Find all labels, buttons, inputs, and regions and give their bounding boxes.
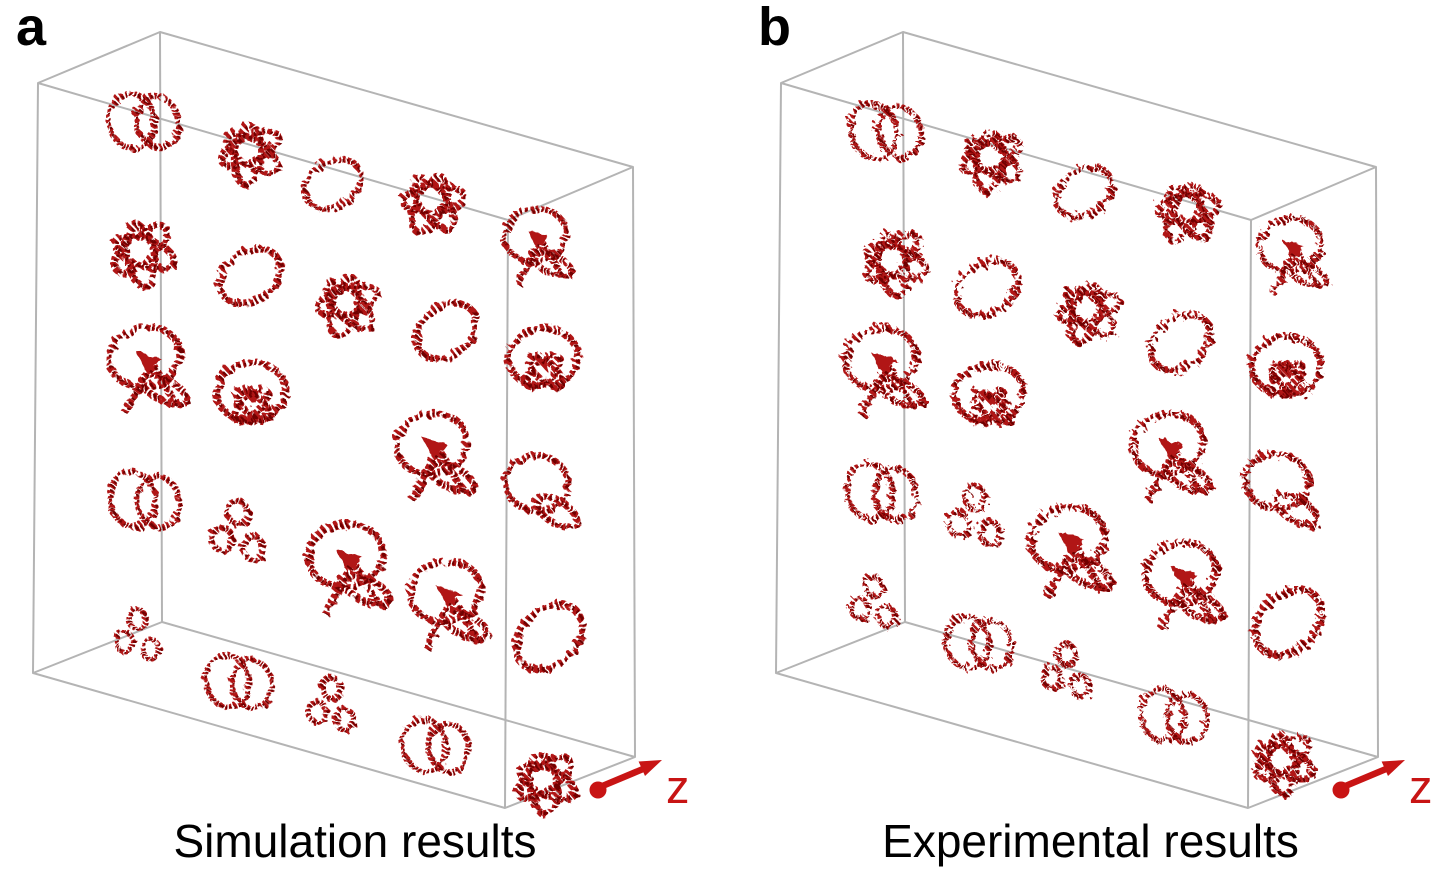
structure-ring: [1052, 164, 1116, 220]
structure-ring: [511, 600, 587, 674]
structure-ring-with-arrow: [304, 520, 394, 616]
structure-trefoil-knot: [514, 751, 579, 818]
structure-hopf-link: [202, 652, 275, 711]
structure-ring-trio: [112, 606, 162, 663]
structure-ring-with-arrow: [841, 324, 927, 417]
panel-experimental: b z Experimental results: [743, 0, 1438, 886]
structure-ring-with-loop: [1241, 450, 1321, 529]
z-axis-arrow-shaft: [1341, 766, 1388, 790]
structure-ring-with-knot: [950, 360, 1028, 427]
structure-ring-with-arrow: [500, 205, 575, 286]
structure-ring: [952, 257, 1022, 319]
structure-hopf-link: [106, 468, 183, 531]
wireframe-box: [775, 31, 1379, 809]
structure-hopf-link: [1137, 686, 1210, 745]
structure-trefoil-knot: [314, 274, 382, 340]
structure-hopf-link: [847, 100, 924, 162]
structure-trefoil-knot: [217, 122, 283, 189]
structure-ring-with-arrow: [406, 557, 492, 650]
panel-b-label: b: [758, 0, 791, 57]
structure-trefoil-knot: [1252, 731, 1317, 798]
panel-a-label: a: [16, 0, 47, 57]
structure-ring-with-arrow: [1128, 409, 1214, 502]
structure-ring-trio: [848, 573, 898, 630]
structures-layer: [105, 90, 587, 818]
structure-ring-trio: [208, 497, 267, 564]
structure-trefoil-knot: [1055, 281, 1123, 347]
z-axis-label: z: [666, 760, 690, 813]
structure-hopf-link: [399, 716, 472, 775]
structure-hopf-link: [843, 460, 920, 523]
structure-ring-with-knot: [504, 324, 582, 391]
structure-ring-with-arrow: [392, 409, 478, 502]
z-axis-arrowhead-icon: [1381, 760, 1405, 776]
structure-ring: [301, 156, 365, 212]
structures-layer: [841, 100, 1330, 798]
z-axis-arrow-shaft: [598, 766, 645, 790]
structure-ring: [1146, 310, 1214, 374]
wireframe-box: [32, 31, 636, 809]
structure-ring-with-loop: [501, 452, 581, 531]
z-axis-arrowhead-icon: [638, 760, 662, 776]
structure-ring-with-knot: [212, 358, 290, 425]
panel-a-caption: Simulation results: [173, 815, 537, 867]
z-axis-indicator: z: [1332, 760, 1433, 813]
structure-ring-with-arrow: [1255, 215, 1330, 296]
panel-b-caption: Experimental results: [882, 815, 1299, 867]
structure-ring-with-knot: [1247, 332, 1325, 399]
experimental-3d-view: z: [775, 31, 1433, 813]
structure-trefoil-knot: [399, 173, 468, 236]
structure-ring-trio: [945, 482, 1004, 549]
z-axis-label: z: [1409, 760, 1433, 813]
structure-trefoil-knot: [1154, 182, 1223, 245]
structure-ring-with-arrow: [105, 322, 191, 415]
structure-trefoil-knot: [958, 129, 1024, 196]
structure-hopf-link: [942, 613, 1015, 672]
structure-hopf-link: [105, 90, 182, 152]
structure-trefoil-knot: [862, 230, 930, 300]
structure-ring-trio: [305, 674, 358, 734]
structure-ring: [215, 245, 285, 307]
panel-simulation: a z Simulation results: [0, 0, 710, 886]
structure-ring: [1250, 585, 1326, 659]
structure-trefoil-knot: [110, 221, 178, 291]
structure-ring-trio: [1040, 640, 1093, 700]
structure-ring-with-arrow: [1026, 503, 1116, 599]
simulation-3d-view: z: [32, 31, 690, 818]
z-axis-indicator: z: [589, 760, 690, 813]
structure-ring-with-arrow: [1141, 538, 1227, 631]
structure-ring: [412, 299, 480, 363]
